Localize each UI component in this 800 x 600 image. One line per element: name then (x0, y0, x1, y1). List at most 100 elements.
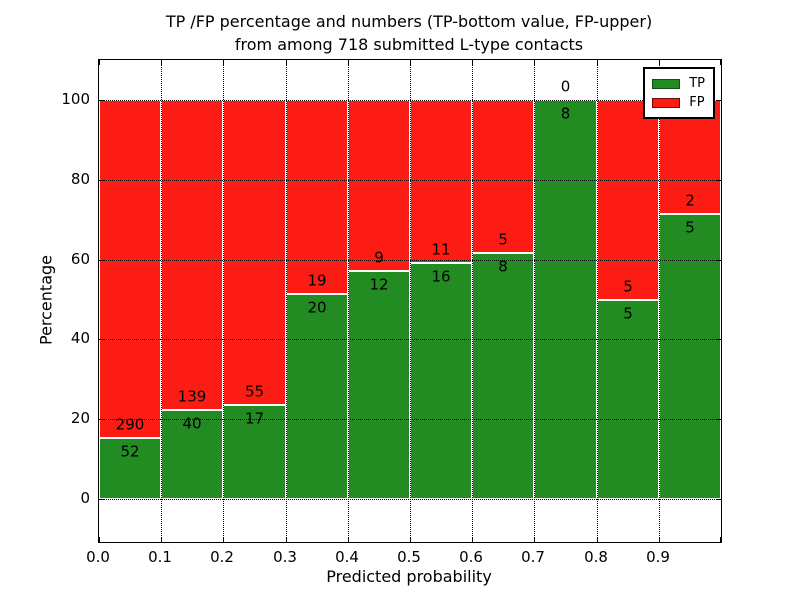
legend-swatch-tp (652, 78, 681, 89)
fp-count-label: 2 (685, 191, 695, 210)
x-axis-label: Predicted probability (326, 567, 492, 586)
tp-count-label: 52 (120, 442, 140, 461)
tp-bar-segment (597, 299, 659, 499)
fp-count-label: 0 (560, 77, 571, 96)
x-tick-mark-bottom (720, 537, 721, 542)
y-tick-mark-left (99, 100, 104, 101)
x-tick-label: 0.9 (646, 548, 670, 566)
x-tick-mark-top (720, 60, 721, 65)
horizontal-gridline (99, 499, 721, 500)
x-tick-mark-bottom (472, 537, 473, 542)
vertical-gridline (410, 60, 411, 542)
y-tick-label: 0 (80, 489, 90, 507)
x-tick-mark-bottom (286, 537, 287, 542)
fp-bar-segment (472, 100, 534, 254)
tp-count-label: 5 (623, 304, 633, 322)
vertical-gridline (597, 60, 598, 542)
y-tick-mark-right (716, 419, 721, 421)
x-tick-mark-top (348, 60, 349, 65)
x-tick-mark-bottom (99, 537, 100, 542)
fp-count-label: 139 (177, 387, 207, 406)
legend-swatch-fp (652, 97, 681, 108)
fp-count-label: 5 (623, 277, 633, 295)
legend: TP FP (643, 67, 715, 119)
y-tick-label: 100 (61, 90, 90, 108)
legend-label-fp: FP (689, 95, 705, 110)
x-tick-mark-bottom (223, 537, 224, 542)
fp-count-label: 19 (307, 271, 327, 290)
fp-bar-segment (223, 100, 286, 405)
x-tick-label: 0.1 (148, 548, 172, 566)
tp-bar-segment (348, 271, 410, 499)
horizontal-gridline (99, 419, 721, 421)
tp-count-label: 40 (182, 414, 202, 433)
tp-bar-segment (99, 438, 161, 499)
x-tick-label: 0.3 (273, 548, 297, 566)
legend-entry-fp: FP (652, 93, 705, 112)
y-tick-mark-left (99, 339, 104, 341)
tp-bar-segment (286, 294, 348, 499)
x-tick-label: 0.5 (397, 548, 421, 566)
y-tick-mark-right (716, 100, 721, 101)
y-tick-mark-left (99, 259, 104, 261)
vertical-gridline (534, 60, 535, 542)
tp-bar-segment (472, 253, 534, 499)
x-tick-mark-bottom (534, 537, 535, 542)
x-tick-mark-bottom (348, 537, 349, 542)
fp-count-label: 290 (115, 415, 145, 434)
horizontal-gridline (99, 259, 721, 261)
y-tick-mark-left (99, 499, 104, 500)
fp-count-label: 55 (244, 382, 265, 401)
horizontal-gridline (99, 100, 721, 101)
x-tick-mark-bottom (161, 537, 162, 542)
tp-count-label: 5 (685, 218, 695, 237)
y-tick-mark-right (716, 179, 721, 181)
x-tick-label: 0.6 (459, 548, 483, 566)
chart-title: TP /FP percentage and numbers (TP-bottom… (98, 10, 720, 56)
tp-bar-segment (534, 100, 597, 499)
x-tick-label: 0.8 (584, 548, 608, 566)
x-tick-mark-top (472, 60, 473, 65)
fp-bar-segment (410, 100, 472, 263)
x-tick-label: 0.7 (521, 548, 545, 566)
fp-count-label: 5 (498, 230, 508, 249)
y-tick-label: 80 (70, 169, 90, 188)
y-tick-mark-left (99, 419, 104, 421)
x-tick-mark-bottom (597, 537, 598, 542)
x-tick-label: 0.2 (210, 548, 234, 566)
vertical-gridline (348, 60, 349, 542)
y-tick-label: 40 (70, 329, 90, 348)
fp-bar-segment (99, 100, 161, 439)
tp-bar-segment (161, 409, 223, 499)
y-tick-mark-right (716, 339, 721, 341)
y-tick-label: 20 (70, 409, 90, 428)
x-tick-mark-top (410, 60, 411, 65)
chart-title-line2: from among 718 submitted L-type contacts (234, 35, 584, 54)
y-tick-mark-left (99, 179, 104, 181)
x-tick-mark-top (161, 60, 162, 65)
horizontal-gridline (99, 339, 721, 341)
fp-count-label: 9 (374, 248, 384, 267)
x-tick-mark-bottom (410, 537, 411, 542)
tp-count-label: 16 (431, 267, 451, 286)
horizontal-gridline (99, 179, 721, 181)
fp-bar-segment (597, 100, 659, 300)
tp-bar-segment (410, 262, 472, 499)
x-tick-mark-top (534, 60, 535, 65)
chart-title-line1: TP /FP percentage and numbers (TP-bottom… (165, 12, 653, 31)
fp-bar-segment (161, 100, 223, 410)
x-tick-mark-top (597, 60, 598, 65)
y-tick-mark-right (716, 499, 721, 500)
x-tick-mark-top (659, 60, 660, 65)
x-tick-label: 0.0 (86, 548, 110, 566)
vertical-gridline (659, 60, 660, 542)
fp-bar-segment (348, 100, 410, 271)
legend-entry-tp: TP (652, 74, 705, 93)
fp-bar-segment (286, 100, 348, 295)
tp-count-label: 8 (560, 104, 571, 123)
vertical-gridline (472, 60, 473, 542)
fp-count-label: 11 (431, 240, 451, 259)
x-tick-mark-top (223, 60, 224, 65)
plot-area: TP FP 290 52 139 40 55 17 19 20 9 12 11 16 5 8 0 8 5 5 2 5 (98, 59, 722, 543)
